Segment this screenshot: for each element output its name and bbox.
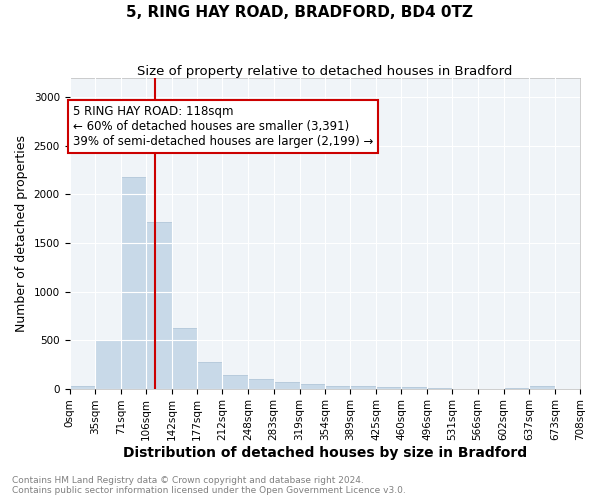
Bar [146, 222, 172, 388]
Bar [95, 340, 121, 388]
X-axis label: Distribution of detached houses by size in Bradford: Distribution of detached houses by size … [123, 446, 527, 460]
Bar [529, 386, 555, 388]
Title: Size of property relative to detached houses in Bradford: Size of property relative to detached ho… [137, 65, 512, 78]
Bar [197, 362, 223, 388]
Bar [223, 374, 248, 388]
Bar [325, 386, 350, 388]
Text: 5 RING HAY ROAD: 118sqm
← 60% of detached houses are smaller (3,391)
39% of semi: 5 RING HAY ROAD: 118sqm ← 60% of detache… [73, 105, 374, 148]
Bar [248, 379, 274, 388]
Y-axis label: Number of detached properties: Number of detached properties [15, 135, 28, 332]
Bar [274, 382, 299, 388]
Bar [70, 386, 95, 388]
Bar [121, 178, 146, 388]
Bar [350, 386, 376, 388]
Text: Contains HM Land Registry data © Crown copyright and database right 2024.
Contai: Contains HM Land Registry data © Crown c… [12, 476, 406, 495]
Bar [299, 384, 325, 388]
Bar [401, 387, 427, 388]
Text: 5, RING HAY ROAD, BRADFORD, BD4 0TZ: 5, RING HAY ROAD, BRADFORD, BD4 0TZ [127, 5, 473, 20]
Bar [172, 328, 197, 388]
Bar [376, 386, 401, 388]
